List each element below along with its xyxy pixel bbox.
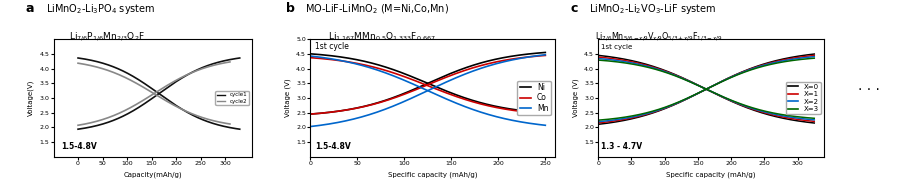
Text: c: c <box>570 2 578 15</box>
Text: Li$_{7/6}$Mn$_{5/6-x/9}$V$_{x/9}$O$_{5/3+x/9}$F$_{1/3-x/9}$: Li$_{7/6}$Mn$_{5/6-x/9}$V$_{x/9}$O$_{5/3… <box>595 30 723 43</box>
X-axis label: Capacity(mAh/g): Capacity(mAh/g) <box>124 172 182 178</box>
Text: 1st cycle: 1st cycle <box>602 44 632 51</box>
Text: b: b <box>286 2 295 15</box>
Text: Li$_{1.167}$MMn$_{0.5}$O$_{1.333}$F$_{0.667}$: Li$_{1.167}$MMn$_{0.5}$O$_{1.333}$F$_{0.… <box>328 30 436 43</box>
Text: 1.5-4.8V: 1.5-4.8V <box>315 142 351 152</box>
Y-axis label: Voltage(V): Voltage(V) <box>28 80 34 116</box>
Text: . . .: . . . <box>858 79 881 93</box>
Text: 1.3 - 4.7V: 1.3 - 4.7V <box>602 142 642 152</box>
Text: 1.5-4.8V: 1.5-4.8V <box>61 142 97 152</box>
Text: 1st cycle: 1st cycle <box>315 43 349 52</box>
Y-axis label: Voltage (V): Voltage (V) <box>284 79 291 117</box>
Text: LiMnO$_2$-Li$_3$PO$_4$ system: LiMnO$_2$-Li$_3$PO$_4$ system <box>46 2 156 16</box>
Legend: X=0, X=1, X=2, X=3: X=0, X=1, X=2, X=3 <box>785 82 821 114</box>
Text: LiMnO$_2$-Li$_2$VO$_3$-LiF system: LiMnO$_2$-Li$_2$VO$_3$-LiF system <box>589 2 716 16</box>
Legend: Ni, Co, Mn: Ni, Co, Mn <box>517 81 551 115</box>
X-axis label: Specific capacity (mAh/g): Specific capacity (mAh/g) <box>388 172 477 178</box>
Text: a: a <box>26 2 34 15</box>
Text: MO-LiF-LiMnO$_2$ (M=Ni,Co,Mn): MO-LiF-LiMnO$_2$ (M=Ni,Co,Mn) <box>305 2 449 15</box>
Text: Li$_{7/6}$P$_{1/6}$Mn$_{2/3}$O$_2$F: Li$_{7/6}$P$_{1/6}$Mn$_{2/3}$O$_2$F <box>69 30 145 43</box>
Legend: cycle1, cycle2: cycle1, cycle2 <box>215 91 249 105</box>
X-axis label: Specific capacity (mAh/g): Specific capacity (mAh/g) <box>666 172 756 178</box>
Y-axis label: Voltage (V): Voltage (V) <box>572 79 579 117</box>
